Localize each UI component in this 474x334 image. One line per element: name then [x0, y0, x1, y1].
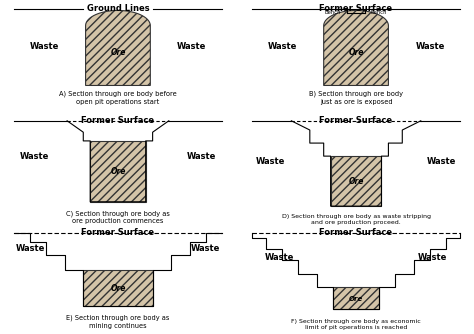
Text: Ore: Ore [348, 48, 364, 57]
Text: Waste: Waste [20, 152, 49, 161]
Text: Waste: Waste [265, 253, 294, 262]
Text: D) Section through ore body as waste stripping
and ore production proceed.: D) Section through ore body as waste str… [282, 214, 430, 225]
Polygon shape [90, 141, 146, 202]
Text: Ground Lines: Ground Lines [87, 4, 149, 13]
Polygon shape [333, 287, 379, 309]
Text: Ore: Ore [348, 177, 364, 186]
Text: C) Section through ore body as
ore production commences: C) Section through ore body as ore produ… [66, 210, 170, 224]
Text: Bench: Bench [325, 10, 341, 15]
Text: Waste: Waste [415, 42, 445, 51]
Text: Ore: Ore [110, 48, 126, 57]
Text: Waste: Waste [427, 157, 456, 166]
Text: Waste: Waste [191, 244, 220, 253]
Polygon shape [86, 10, 150, 86]
Text: Former Surface: Former Surface [319, 4, 392, 13]
Text: Waste: Waste [256, 157, 285, 166]
Text: Ore: Ore [349, 296, 363, 302]
Text: Waste: Waste [16, 244, 45, 253]
Text: B) Section through ore body
just as ore is exposed: B) Section through ore body just as ore … [309, 91, 403, 105]
Text: Former Surface: Former Surface [82, 117, 155, 126]
Text: Ore: Ore [110, 167, 126, 176]
Text: Waste: Waste [186, 152, 216, 161]
Text: Ore: Ore [110, 284, 126, 293]
Polygon shape [331, 156, 382, 206]
Text: Former Surface: Former Surface [82, 228, 155, 237]
Polygon shape [83, 270, 153, 306]
Polygon shape [324, 10, 388, 86]
Text: E) Section through ore body as
mining continues: E) Section through ore body as mining co… [66, 315, 170, 329]
Text: Waste: Waste [418, 253, 447, 262]
Text: Former Surface: Former Surface [319, 228, 392, 237]
Text: Waste: Waste [177, 42, 207, 51]
Text: A) Section through ore body before
open pit operations start: A) Section through ore body before open … [59, 91, 177, 105]
Text: F) Section through ore body as economic
limit of pit operations is reached: F) Section through ore body as economic … [291, 319, 421, 330]
Text: Bench: Bench [371, 10, 387, 15]
Text: Former Surface: Former Surface [319, 117, 392, 126]
Text: Waste: Waste [267, 42, 297, 51]
Text: Waste: Waste [29, 42, 59, 51]
